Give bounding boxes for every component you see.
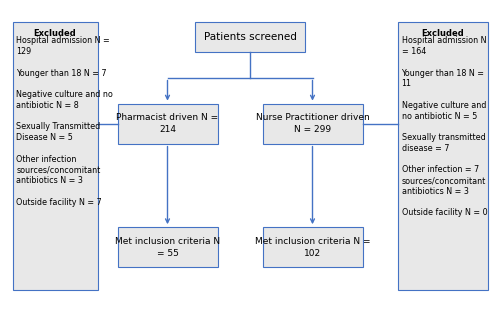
- Text: Hospital admission N =
129

Younger than 18 N = 7

Negative culture and no
antib: Hospital admission N = 129 Younger than …: [16, 36, 114, 207]
- FancyBboxPatch shape: [118, 104, 218, 144]
- FancyBboxPatch shape: [262, 227, 362, 267]
- Text: Nurse Practitioner driven
N = 299: Nurse Practitioner driven N = 299: [256, 113, 370, 134]
- FancyBboxPatch shape: [262, 104, 362, 144]
- FancyBboxPatch shape: [12, 22, 98, 290]
- Text: Hospital admission N
= 164

Younger than 18 N =
11

Negative culture and
no anti: Hospital admission N = 164 Younger than …: [402, 36, 487, 218]
- Text: Patients screened: Patients screened: [204, 32, 296, 42]
- Text: Excluded: Excluded: [34, 29, 76, 38]
- Text: Met inclusion criteria N
= 55: Met inclusion criteria N = 55: [115, 237, 220, 258]
- Text: Excluded: Excluded: [421, 29, 464, 38]
- Text: Met inclusion criteria N =
102: Met inclusion criteria N = 102: [255, 237, 370, 258]
- Text: Pharmacist driven N =
214: Pharmacist driven N = 214: [116, 113, 218, 134]
- FancyBboxPatch shape: [118, 227, 218, 267]
- FancyBboxPatch shape: [195, 22, 305, 52]
- FancyBboxPatch shape: [398, 22, 488, 290]
